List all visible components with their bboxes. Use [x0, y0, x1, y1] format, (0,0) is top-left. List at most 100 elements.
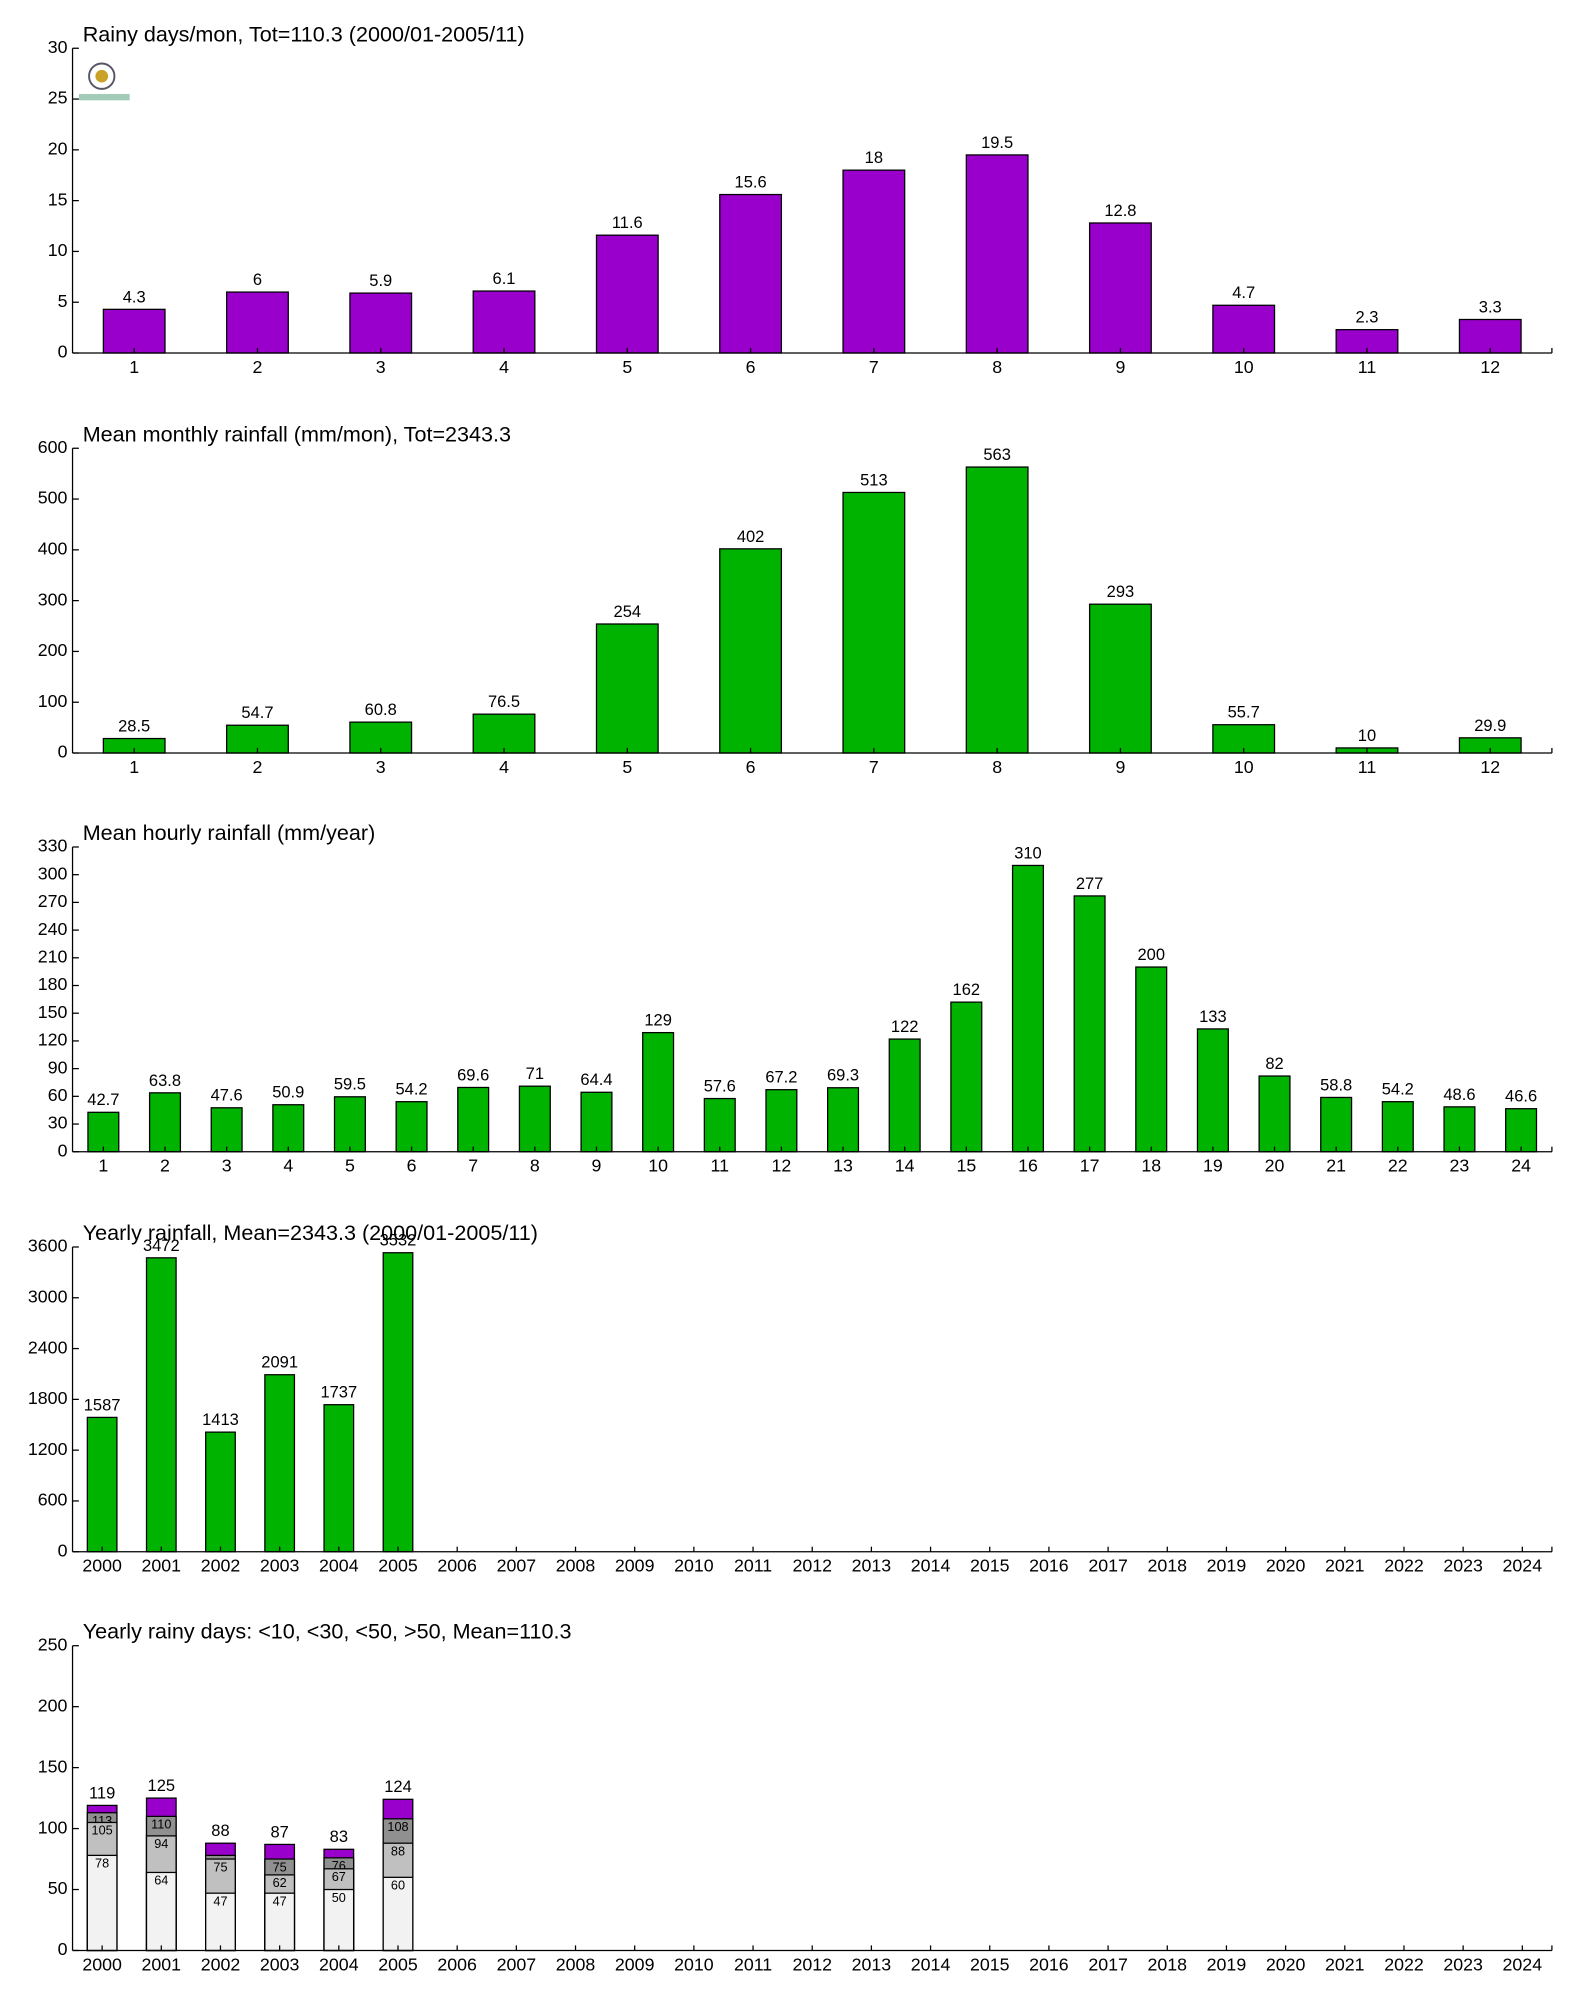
data-label: 254 [614, 603, 642, 621]
y-tick-label: 0 [58, 1540, 68, 1560]
x-tick-label: 2 [253, 357, 263, 377]
bar [719, 548, 783, 754]
bar [703, 1097, 736, 1153]
x-tick-label: 6 [746, 757, 756, 777]
data-label: 47 [213, 1894, 227, 1908]
x-tick-label: 2005 [378, 1954, 418, 1974]
bar [1320, 1096, 1353, 1153]
bar [595, 234, 659, 354]
chart-title: Mean hourly rainfall (mm/year) [83, 820, 376, 845]
data-label: 563 [983, 446, 1011, 464]
bar [1135, 966, 1168, 1153]
x-tick-label: 5 [345, 1156, 355, 1176]
x-tick-label: 8 [992, 357, 1002, 377]
y-tick-label: 5 [58, 291, 68, 311]
x-tick-label: 2016 [1029, 1954, 1069, 1974]
data-label: 293 [1107, 583, 1135, 601]
x-tick-label: 2008 [556, 1556, 596, 1576]
y-tick-label: 250 [38, 1634, 68, 1654]
y-tick-label: 30 [48, 37, 68, 57]
bar [826, 1087, 860, 1153]
chart-title: Yearly rainfall, Mean=2343.3 (2000/01-20… [83, 1220, 538, 1245]
x-tick-label: 10 [1234, 357, 1254, 377]
bar [888, 1038, 921, 1153]
y-tick-label: 50 [48, 1878, 68, 1898]
y-tick-label: 200 [38, 1695, 68, 1715]
x-tick-label: 20 [1265, 1156, 1285, 1176]
x-tick-label: 2022 [1384, 1556, 1424, 1576]
x-tick-label: 2013 [852, 1954, 892, 1974]
x-tick-label: 8 [530, 1156, 540, 1176]
x-tick-label: 21 [1326, 1156, 1346, 1176]
x-tick-label: 2024 [1503, 1954, 1543, 1974]
y-tick-label: 3000 [28, 1286, 68, 1306]
x-tick-label: 4 [499, 357, 509, 377]
x-tick-label: 6 [407, 1156, 417, 1176]
y-tick-label: 120 [38, 1030, 68, 1050]
y-tick-label: 90 [48, 1057, 68, 1077]
data-label: 29.9 [1474, 717, 1506, 735]
bar [86, 1416, 118, 1553]
bar [472, 290, 536, 354]
y-tick-label: 0 [58, 1939, 68, 1959]
bar [518, 1085, 551, 1153]
data-label: 50.9 [272, 1084, 304, 1102]
y-tick-label: 25 [48, 88, 68, 108]
data-label: 108 [387, 1820, 408, 1834]
data-label: 54.7 [241, 704, 273, 722]
x-tick-label: 9 [1115, 357, 1125, 377]
x-tick-label: 10 [1234, 757, 1254, 777]
x-tick-label: 2019 [1207, 1556, 1247, 1576]
y-tick-label: 150 [38, 1756, 68, 1776]
x-tick-label: 2017 [1088, 1556, 1128, 1576]
data-label: 12.8 [1104, 202, 1136, 220]
x-tick-label: 2023 [1443, 1556, 1483, 1576]
bar [1458, 318, 1522, 354]
data-label: 42.7 [87, 1091, 119, 1109]
x-tick-label: 2018 [1148, 1556, 1188, 1576]
data-label: 3.3 [1479, 298, 1502, 316]
data-label: 6 [253, 271, 262, 289]
y-tick-label: 1200 [28, 1439, 68, 1459]
x-tick-label: 12 [772, 1156, 792, 1176]
data-label: 133 [1199, 1008, 1227, 1026]
x-tick-label: 2014 [911, 1556, 951, 1576]
data-label: 48.6 [1443, 1086, 1475, 1104]
bar [965, 466, 1029, 754]
x-tick-label: 3 [376, 757, 386, 777]
x-tick-label: 2013 [852, 1556, 892, 1576]
x-tick-label: 2003 [260, 1556, 300, 1576]
data-label: 54.2 [395, 1081, 427, 1099]
bar [264, 1892, 296, 1952]
x-tick-label: 13 [833, 1156, 853, 1176]
data-label: 402 [737, 528, 765, 546]
data-label: 3532 [380, 1232, 417, 1250]
x-tick-label: 2010 [674, 1556, 714, 1576]
x-tick-label: 2014 [911, 1954, 951, 1974]
x-tick-label: 7 [869, 757, 879, 777]
data-label: 64.4 [580, 1071, 612, 1089]
bar [1088, 603, 1152, 754]
y-tick-label: 330 [38, 836, 68, 856]
x-tick-label: 2001 [142, 1954, 182, 1974]
x-tick-label: 4 [283, 1156, 293, 1176]
x-tick-label: 12 [1480, 757, 1500, 777]
x-tick-label: 2021 [1325, 1954, 1365, 1974]
bar [1073, 895, 1106, 1153]
y-tick-label: 200 [38, 640, 68, 660]
x-tick-label: 22 [1388, 1156, 1408, 1176]
chart-title: Yearly rainy days: <10, <30, <50, >50, M… [83, 1619, 572, 1644]
x-tick-label: 24 [1511, 1156, 1531, 1176]
bar [87, 1111, 120, 1153]
x-tick-label: 2008 [556, 1954, 596, 1974]
x-tick-label: 6 [746, 357, 756, 377]
bar [950, 1001, 983, 1153]
y-tick-label: 100 [38, 691, 68, 711]
bar [642, 1031, 675, 1153]
x-tick-label: 5 [622, 357, 632, 377]
x-tick-label: 2002 [201, 1556, 241, 1576]
x-tick-label: 1 [129, 757, 139, 777]
x-tick-label: 14 [895, 1156, 915, 1176]
data-label: 82 [1265, 1055, 1283, 1073]
